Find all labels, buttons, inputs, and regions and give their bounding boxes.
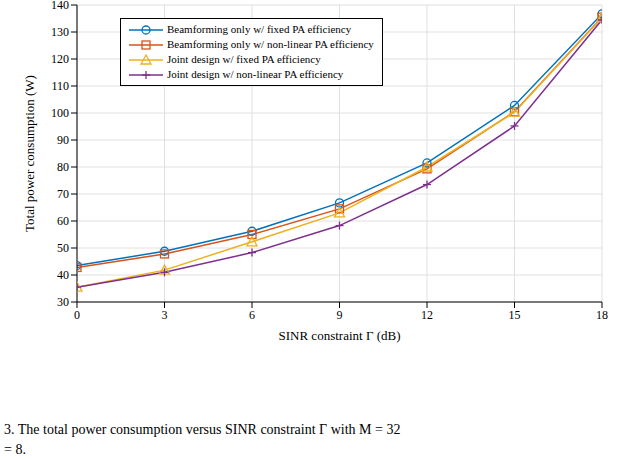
svg-text:140: 140 [51, 0, 69, 12]
svg-text:15: 15 [509, 308, 521, 322]
svg-text:130: 130 [51, 25, 69, 39]
svg-text:90: 90 [57, 133, 69, 147]
svg-text:3: 3 [162, 308, 168, 322]
svg-text:100: 100 [51, 106, 69, 120]
html-text:Beamforming only w/ fixed PA e: Beamforming only w/ fixed PA efficiency [167, 23, 352, 35]
html-text:= 8.: = 8. [4, 442, 26, 457]
svg-text:120: 120 [51, 52, 69, 66]
html-text:Joint design w/ fixed PA effic: Joint design w/ fixed PA efficiency [167, 53, 321, 65]
svg-text:0: 0 [74, 308, 80, 322]
svg-text:18: 18 [596, 308, 608, 322]
html-text:Beamforming only w/ non-linear: Beamforming only w/ non-linear PA effici… [167, 38, 374, 50]
svg-text:50: 50 [57, 241, 69, 255]
svg-text:9: 9 [337, 308, 343, 322]
svg-text:SINR constraint Γ (dB): SINR constraint Γ (dB) [279, 328, 401, 343]
svg-text:12: 12 [421, 308, 433, 322]
svg-text:40: 40 [57, 268, 69, 282]
svg-text:70: 70 [57, 187, 69, 201]
svg-text:6: 6 [249, 308, 255, 322]
svg-text:110: 110 [51, 79, 69, 93]
svg-text:Total power consumption (W): Total power consumption (W) [22, 75, 37, 232]
svg-text:60: 60 [57, 214, 69, 228]
svg-text:80: 80 [57, 160, 69, 174]
html-text:Joint design w/ non-linear PA: Joint design w/ non-linear PA efficiency [167, 68, 344, 80]
html-text:3. The total power consumption: 3. The total power consumption versus SI… [4, 422, 401, 437]
svg-text:30: 30 [57, 295, 69, 309]
